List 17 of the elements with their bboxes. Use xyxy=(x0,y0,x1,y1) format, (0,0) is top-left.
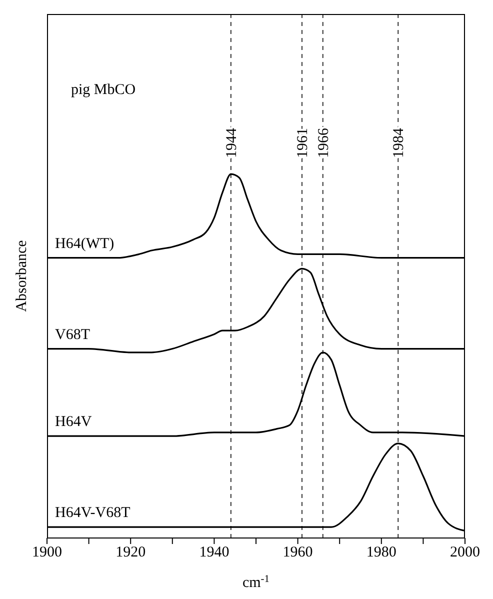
text: pig MbCO xyxy=(71,82,136,99)
ref-line-label: 1944 xyxy=(224,128,240,158)
x-tick-label: 1980 xyxy=(366,544,396,561)
series-label: H64V xyxy=(55,414,92,430)
series-label: H64V-V68T xyxy=(55,505,130,522)
series-label: V68T xyxy=(55,326,90,343)
ref-line-label: 1961 xyxy=(294,128,311,158)
x-tick-label: 1960 xyxy=(282,544,313,561)
x-tick-label: 2000 xyxy=(450,544,480,561)
x-tick-label: 1920 xyxy=(116,544,146,561)
y-axis-title: Absorbance xyxy=(14,240,31,312)
x-axis-title: cm$^{-1}$ xyxy=(242,574,270,591)
ref-line-label: 1966 xyxy=(316,128,332,158)
series-label: H64(WT) xyxy=(55,236,114,252)
x-tick-label: 1900 xyxy=(32,544,62,561)
x-tick-label: 1940 xyxy=(199,544,230,561)
ref-line-label: 1984 xyxy=(391,128,408,158)
